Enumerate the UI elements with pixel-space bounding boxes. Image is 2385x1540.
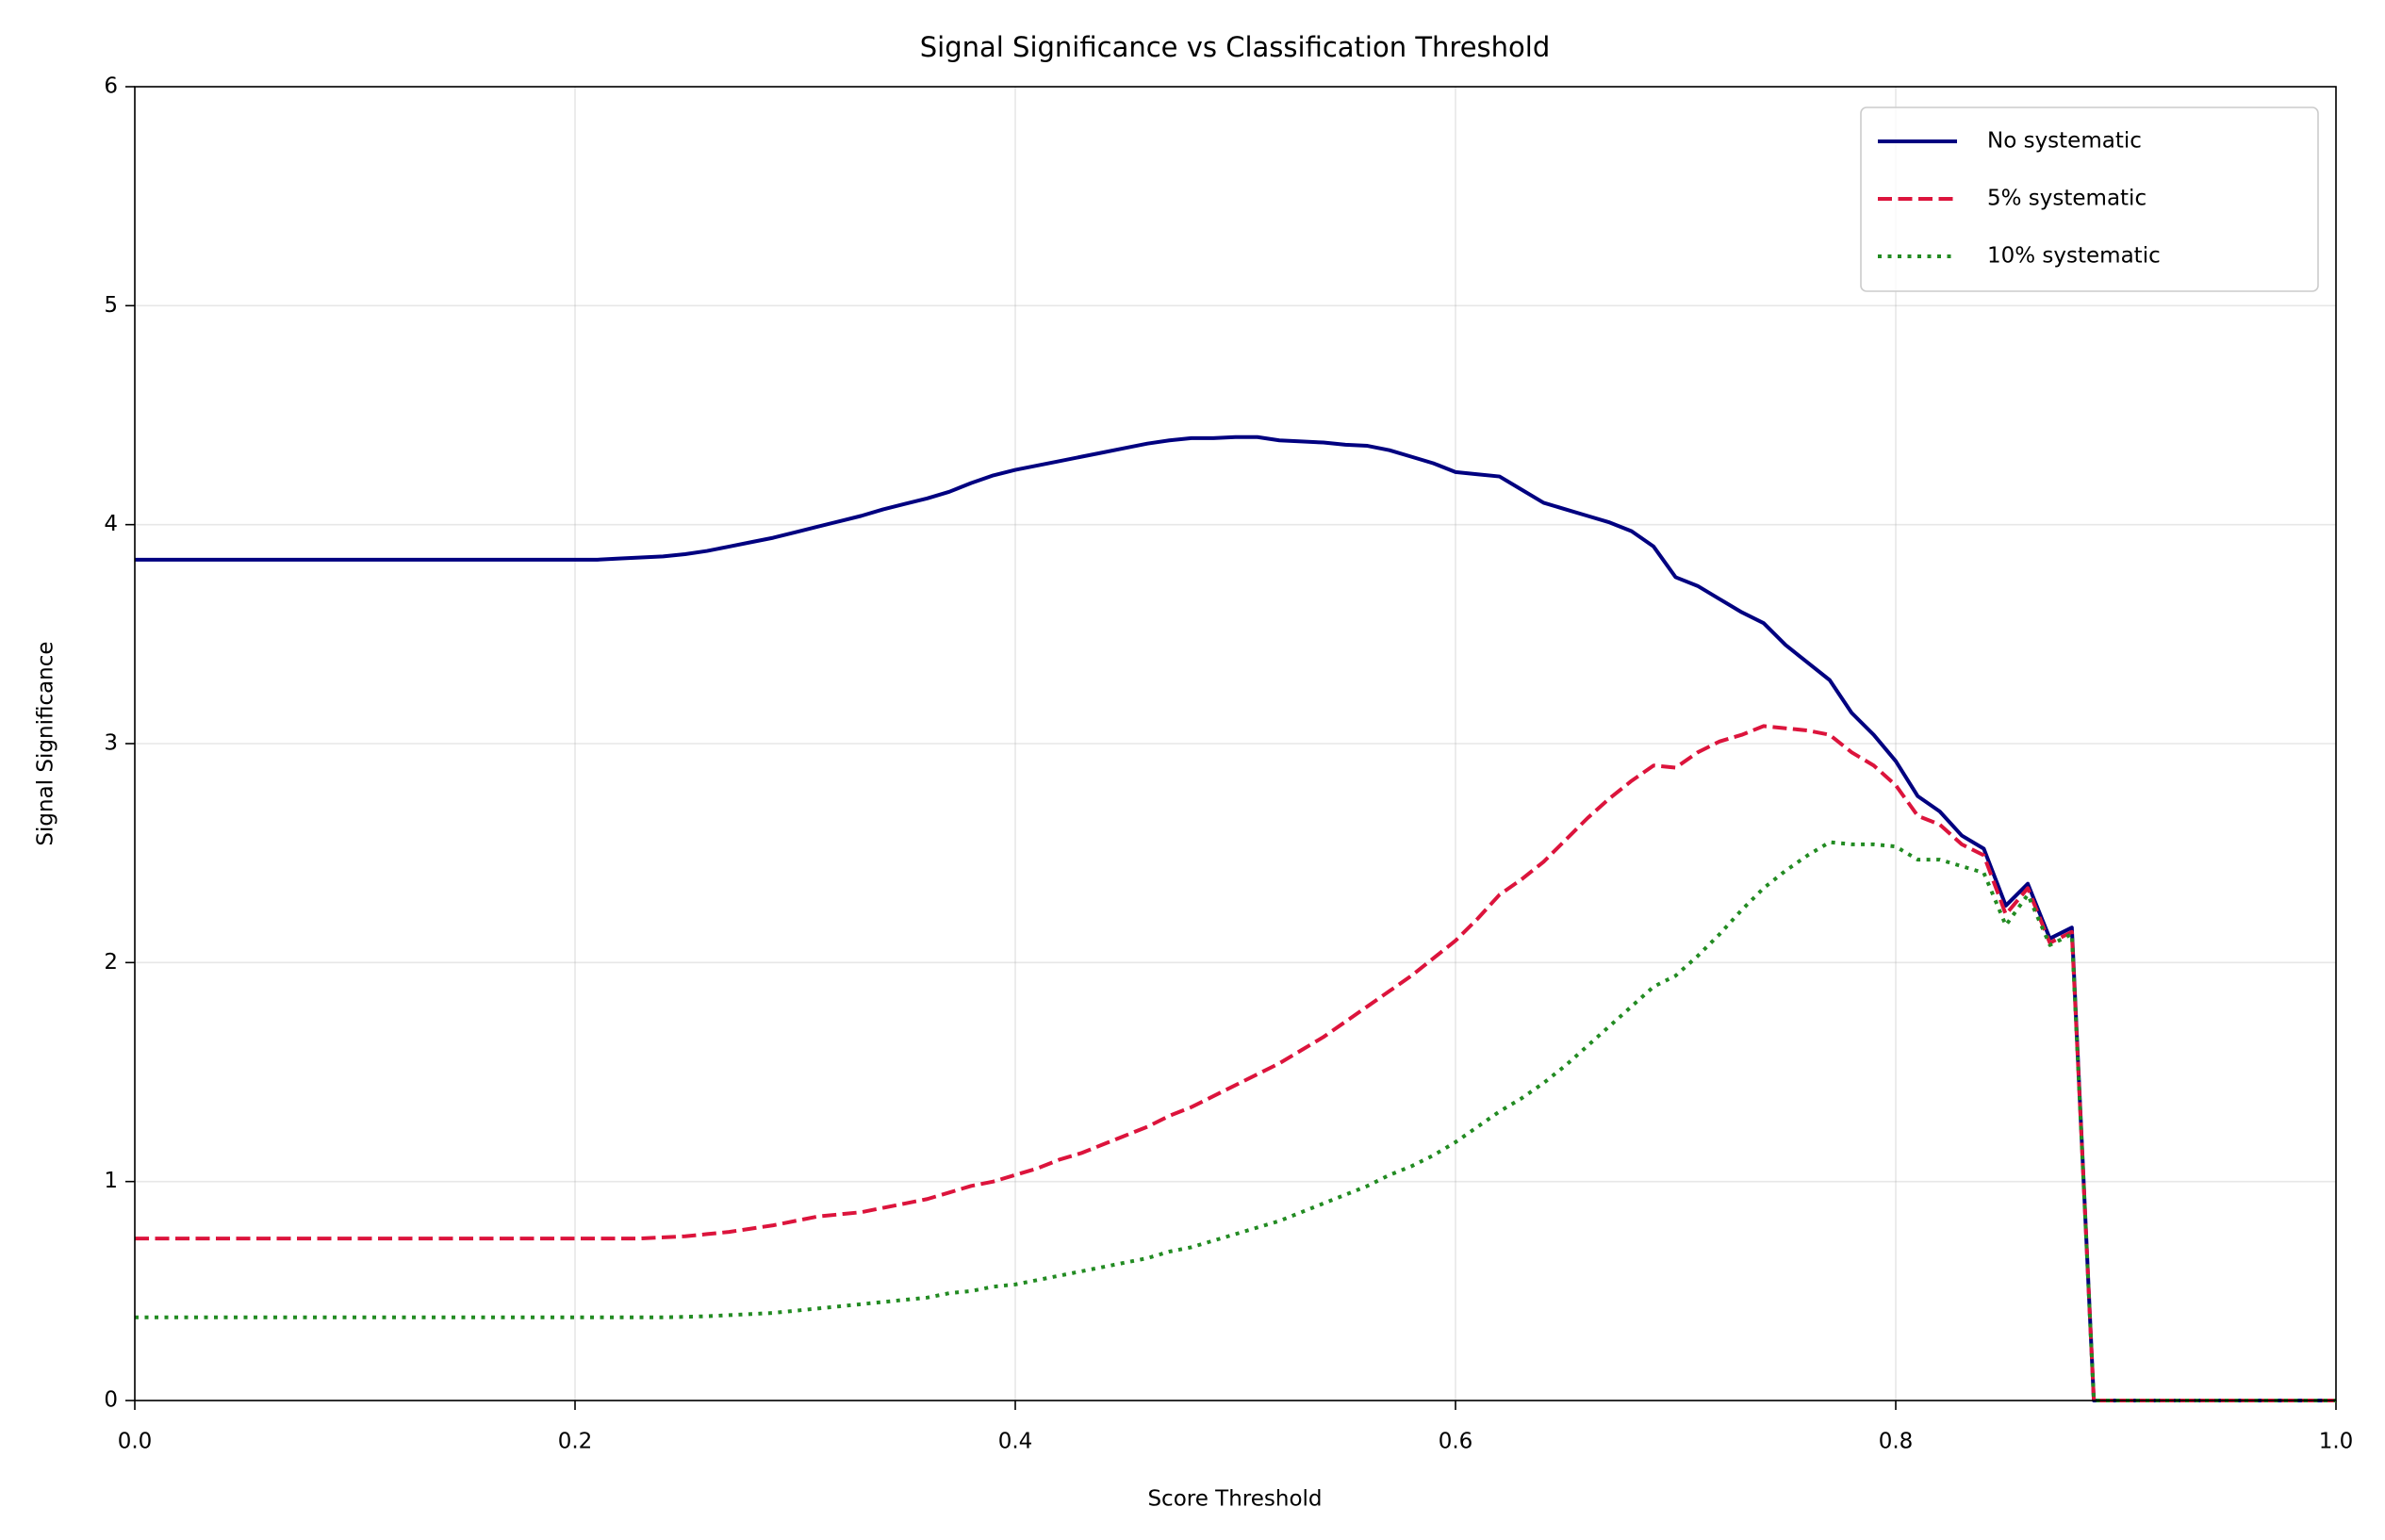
x-tick-label: 0.6 xyxy=(1439,1430,1473,1454)
series-line xyxy=(135,434,2336,1402)
y-tick-label: 3 xyxy=(104,731,118,756)
y-tick-label: 5 xyxy=(104,293,118,318)
y-tick-label: 0 xyxy=(104,1388,118,1413)
y-tick-label: 1 xyxy=(104,1169,118,1193)
y-tick-label: 6 xyxy=(104,74,118,99)
x-tick-label: 0.2 xyxy=(558,1430,593,1454)
y-tick-label: 4 xyxy=(104,512,118,536)
x-axis-label: Score Threshold xyxy=(1147,1487,1322,1512)
series-line xyxy=(135,724,2336,1402)
x-tick-label: 0.4 xyxy=(998,1430,1033,1454)
legend-label: 10% systematic xyxy=(1987,244,2161,269)
y-tick-label: 2 xyxy=(104,950,118,975)
y-axis-label: Signal Significance xyxy=(34,641,58,845)
x-tick-label: 0.8 xyxy=(1879,1430,1914,1454)
legend-label: No systematic xyxy=(1987,129,2142,154)
x-tick-label: 1.0 xyxy=(2319,1430,2354,1454)
chart-title: Signal Significance vs Classification Th… xyxy=(920,31,1551,63)
plot-frame xyxy=(134,86,2337,1401)
series-line xyxy=(135,840,2336,1402)
legend-label: 5% systematic xyxy=(1987,187,2146,211)
x-tick-label: 0.0 xyxy=(118,1430,153,1454)
legend-box xyxy=(1860,106,2319,292)
